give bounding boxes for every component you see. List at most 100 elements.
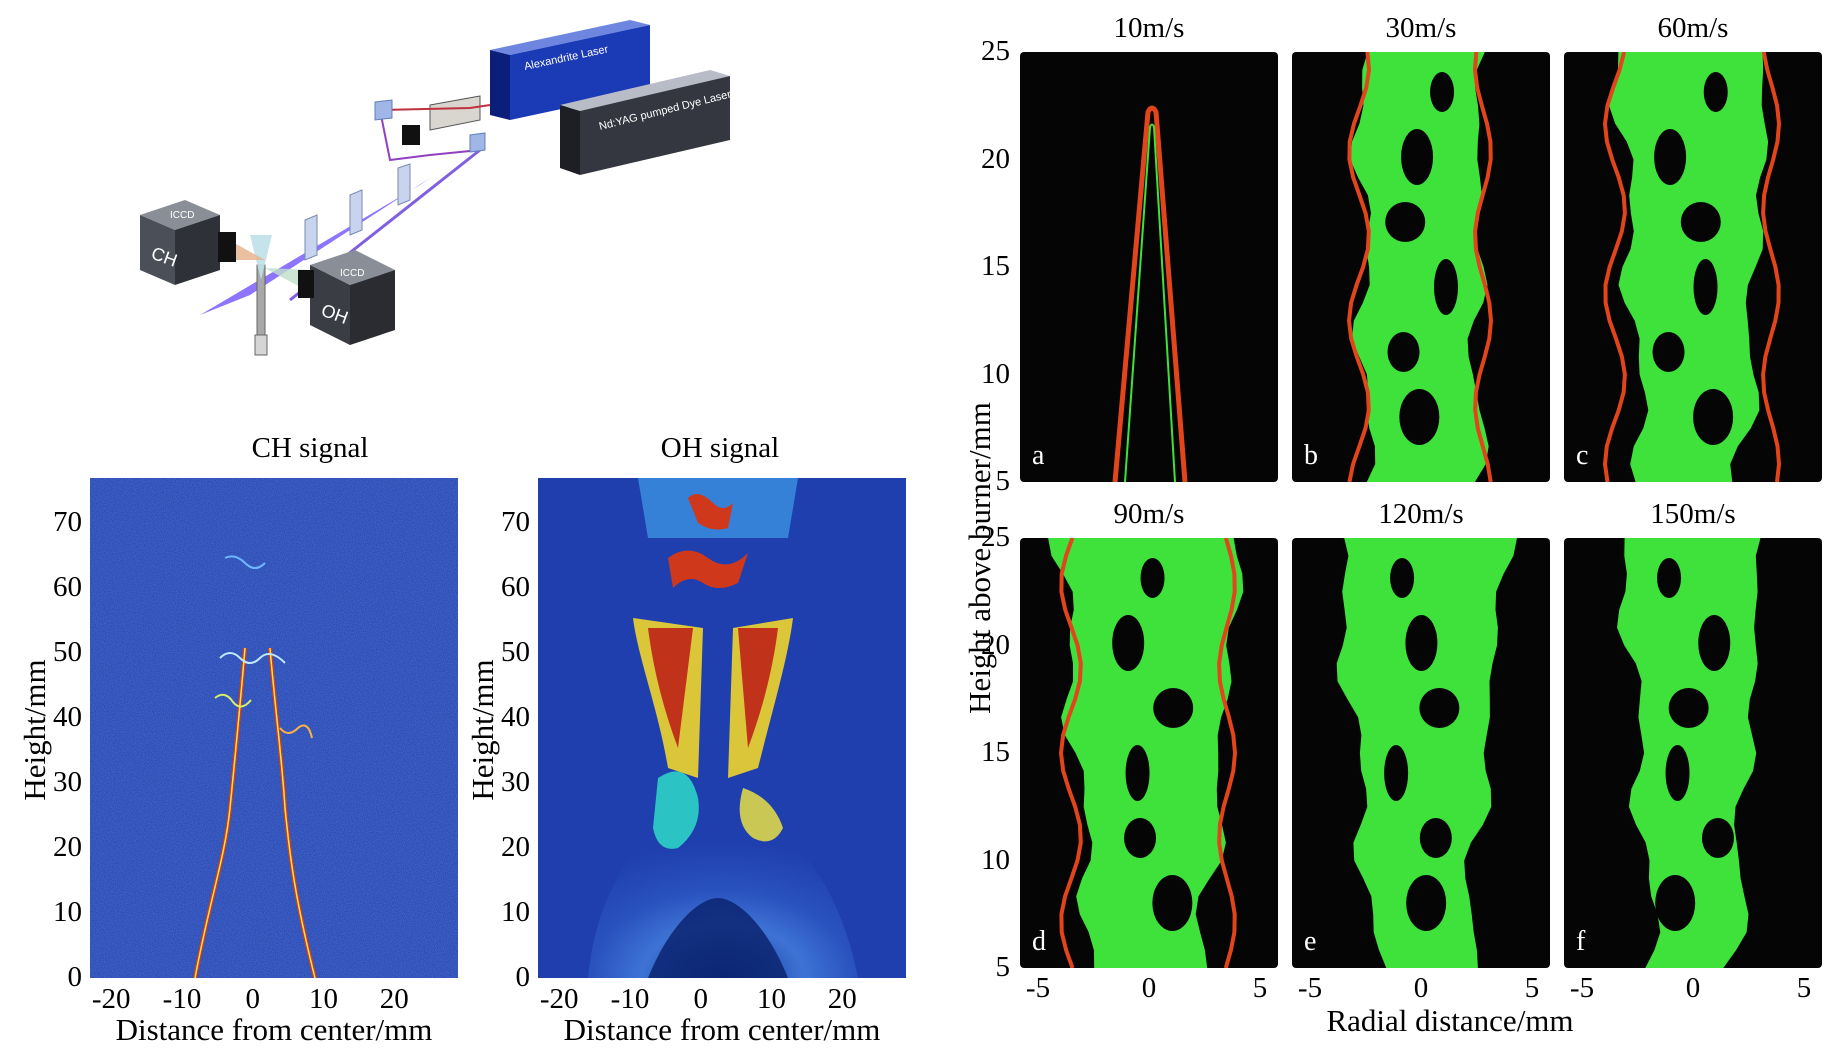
velocity-xtick: 5	[1524, 972, 1540, 1004]
velocity-panel-b	[1292, 52, 1550, 482]
velocity-ytick: 15	[981, 250, 1010, 282]
panel-letter: c	[1576, 440, 1589, 471]
ch-signal-image	[90, 478, 458, 978]
dark-pocket	[1703, 72, 1728, 112]
ch_plot-ytick: 40	[53, 701, 82, 734]
panel-letter: e	[1304, 926, 1317, 957]
ch_plot-xtick: 10	[309, 983, 339, 1015]
dark-pocket	[1384, 745, 1409, 801]
dye-laser-box: Nd:YAG pumped Dye Laser	[560, 70, 733, 175]
oh_plot-ytick: 50	[501, 636, 530, 669]
velocity-panel-d	[1020, 538, 1278, 968]
dark-pocket	[1430, 72, 1455, 112]
dark-pocket	[1693, 259, 1718, 315]
ch-xlabel: Distance from center/mm	[115, 1012, 433, 1047]
velocity-panel-title: 30m/s	[1385, 12, 1457, 44]
velocity-ytick: 20	[981, 628, 1010, 661]
velocity-xtick: 5	[1252, 972, 1268, 1004]
oh_plot-xtick: 10	[757, 983, 787, 1015]
ch-camera: ICCD CH	[140, 200, 236, 285]
velocity-xtick: -5	[1297, 972, 1323, 1004]
oh-hot-left	[648, 628, 693, 748]
dark-pocket	[1140, 558, 1165, 598]
oh_plot-ytick: 10	[501, 896, 530, 929]
velocity-ytick: 5	[995, 465, 1011, 497]
velocity-ytick: 15	[981, 736, 1010, 768]
oh_plot-xtick: 0	[693, 983, 709, 1015]
velocity-panel-e	[1292, 538, 1550, 968]
dark-pocket	[1654, 129, 1687, 185]
dark-pocket	[1124, 818, 1157, 858]
dark-pocket	[1390, 558, 1415, 598]
velocity-ytick: 20	[981, 142, 1010, 175]
lens-3	[304, 214, 318, 261]
ch_plot-ytick: 20	[53, 831, 82, 864]
velocity-panel-title: 150m/s	[1650, 498, 1736, 530]
oh_plot-xtick: 20	[827, 983, 857, 1015]
velocity-ytick: 10	[981, 357, 1010, 390]
dark-pocket	[1406, 875, 1447, 931]
dark-pocket	[1693, 389, 1734, 445]
flame-front	[1602, 52, 1782, 482]
oh-region	[1350, 52, 1489, 482]
velocity-panel-title: 10m/s	[1113, 12, 1185, 44]
velocity-xlabel: Radial distance/mm	[1326, 1003, 1574, 1038]
oh_plot-ytick: 0	[515, 961, 531, 993]
oh-signal-image	[538, 478, 906, 978]
velocity-ylabel: Height above burner/mm	[962, 402, 997, 714]
lens-1	[397, 163, 411, 206]
dark-pocket	[1387, 332, 1420, 372]
oh-region	[1609, 52, 1769, 482]
oh-camera-header: ICCD	[340, 268, 364, 279]
optics-module	[429, 95, 481, 131]
velocity-xtick: 0	[1685, 972, 1701, 1004]
velocity-ytick: 5	[995, 951, 1011, 983]
dark-pocket	[1433, 259, 1458, 315]
ch_plot-xtick: -20	[91, 983, 131, 1015]
ch_plot-ytick: 30	[53, 766, 82, 799]
velocity-panel-a	[1020, 52, 1278, 482]
mirror-1	[374, 99, 393, 121]
dark-pocket	[1419, 688, 1460, 728]
experimental-setup-diagram: Alexandrite Laser Nd:YAG pumped Dye Lase…	[140, 20, 733, 356]
lens-2	[349, 189, 363, 236]
dark-pocket	[1655, 875, 1696, 931]
velocity-ytick: 10	[981, 843, 1010, 876]
velocity-xtick: -5	[1025, 972, 1051, 1004]
dark-pocket	[1125, 745, 1150, 801]
dark-pocket	[1385, 202, 1426, 242]
oh_plot-ytick: 20	[501, 831, 530, 864]
velocity-panel-f	[1564, 538, 1822, 968]
ch-plot-title: CH signal	[251, 432, 369, 464]
oh-plume	[588, 798, 858, 978]
flame-front	[1346, 52, 1494, 482]
dark-pocket	[1405, 615, 1438, 671]
dark-pocket	[1112, 615, 1145, 671]
ch_plot-ytick: 70	[53, 506, 82, 539]
velocity-xtick: 0	[1141, 972, 1157, 1004]
ch_plot-xtick: 0	[245, 983, 261, 1015]
velocity-panel-title: 120m/s	[1378, 498, 1464, 530]
dark-pocket	[1701, 818, 1734, 858]
mirror-2	[469, 132, 486, 153]
oh-camera: ICCD OH	[298, 250, 395, 345]
ch_plot-ytick: 50	[53, 636, 82, 669]
dark-pocket	[1153, 688, 1194, 728]
panel-letter: d	[1032, 926, 1046, 957]
velocity-xtick: 0	[1413, 972, 1429, 1004]
oh_plot-xtick: -10	[610, 983, 650, 1015]
oh_plot-ytick: 40	[501, 701, 530, 734]
flame-front	[1058, 538, 1238, 968]
flame-front	[1112, 105, 1188, 482]
dark-pocket	[1399, 389, 1440, 445]
dark-pocket	[1668, 688, 1709, 728]
panel-letter: b	[1304, 440, 1318, 471]
dark-pocket	[1152, 875, 1193, 931]
oh-camera-lens	[298, 270, 314, 298]
oh_plot-xtick: -20	[539, 983, 579, 1015]
velocity-panel-title: 60m/s	[1657, 12, 1729, 44]
velocity-panel-c	[1564, 52, 1822, 482]
oh-plot-title: OH signal	[660, 432, 780, 464]
velocity-ytick: 25	[981, 521, 1010, 553]
dark-pocket	[1657, 558, 1682, 598]
